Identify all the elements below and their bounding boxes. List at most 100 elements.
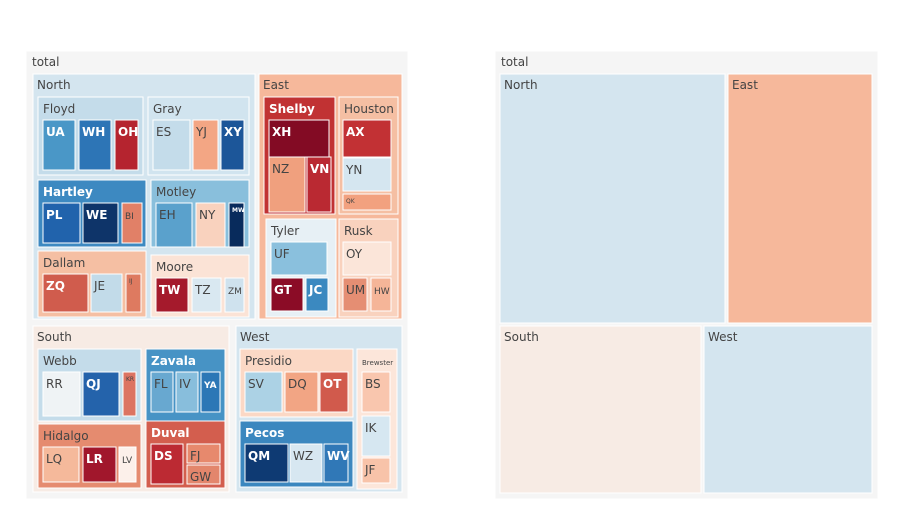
- cell-kr[interactable]: [122, 371, 137, 417]
- cell-uf[interactable]: [270, 241, 328, 276]
- county-label-houston: Houston: [344, 102, 394, 116]
- cell-ik[interactable]: [361, 415, 391, 457]
- cell-label-wv: WV: [327, 449, 350, 463]
- cell-xh[interactable]: [268, 119, 330, 158]
- cell-label-ax: AX: [346, 125, 365, 139]
- county-label-dallam: Dallam: [43, 256, 85, 270]
- treemap2-region-label-north: North: [504, 78, 538, 92]
- cell-label-qm: QM: [248, 449, 270, 463]
- cell-label-tw: TW: [159, 283, 180, 297]
- cell-label-wh: WH: [82, 125, 105, 139]
- cell-label-fj: FJ: [190, 449, 200, 463]
- cell-es[interactable]: [152, 119, 191, 171]
- cell-gt[interactable]: [270, 277, 304, 312]
- cell-tz[interactable]: [191, 277, 222, 313]
- cell-wh[interactable]: [78, 119, 112, 171]
- cell-label-xy: XY: [224, 125, 242, 139]
- cell-label-ua: UA: [46, 125, 65, 139]
- cell-label-xh: XH: [272, 125, 291, 139]
- county-label-gray: Gray: [153, 102, 182, 116]
- cell-bi[interactable]: [121, 202, 143, 244]
- cell-ua[interactable]: [42, 119, 76, 171]
- cell-label-zq: ZQ: [46, 279, 65, 293]
- cell-je[interactable]: [90, 273, 123, 313]
- cell-fj[interactable]: [186, 443, 221, 464]
- county-label-motley: Motley: [156, 185, 196, 199]
- cell-ny[interactable]: [195, 202, 226, 248]
- cell-dq[interactable]: [284, 371, 319, 413]
- cell-lv[interactable]: [118, 446, 137, 483]
- cell-label-ds: DS: [154, 449, 173, 463]
- cell-label-yj: YJ: [195, 125, 207, 139]
- cell-label-dq: DQ: [288, 377, 307, 391]
- cell-bs[interactable]: [361, 371, 391, 413]
- cell-oh[interactable]: [114, 119, 139, 171]
- cell-ya[interactable]: [200, 371, 221, 413]
- cell-label-lv: LV: [122, 456, 133, 466]
- cell-label-fl: FL: [154, 377, 168, 391]
- cell-wz[interactable]: [289, 443, 323, 483]
- cell-label-eh: EH: [159, 208, 176, 222]
- treemap2-region-north[interactable]: [499, 73, 726, 324]
- cell-jf[interactable]: [361, 457, 391, 484]
- region-label-south: South: [37, 330, 72, 344]
- cell-yj[interactable]: [192, 119, 219, 171]
- cell-label-rr: RR: [46, 377, 63, 391]
- treemap2-region-west[interactable]: [703, 325, 873, 494]
- treemap2-region-label-west: West: [708, 330, 738, 344]
- cell-zq[interactable]: [42, 273, 89, 313]
- cell-lq[interactable]: [42, 446, 80, 483]
- cell-label-vn: VN: [310, 162, 329, 176]
- cell-um[interactable]: [342, 277, 368, 312]
- cell-label-jf: JF: [364, 463, 376, 477]
- region-label-east: East: [263, 78, 289, 92]
- county-label-rusk: Rusk: [344, 224, 373, 238]
- cell-label-um: UM: [346, 283, 365, 297]
- cell-oy[interactable]: [342, 241, 392, 276]
- cell-gw[interactable]: [186, 464, 221, 485]
- region-label-north: North: [37, 78, 71, 92]
- county-label-pecos: Pecos: [245, 426, 284, 440]
- cell-label-bs: BS: [365, 377, 381, 391]
- cell-rr[interactable]: [42, 371, 81, 417]
- treemap2-region-east[interactable]: [727, 73, 873, 324]
- cell-xy[interactable]: [220, 119, 245, 171]
- cell-we[interactable]: [82, 202, 119, 244]
- cell-hw[interactable]: [370, 277, 392, 312]
- cell-label-wz: WZ: [293, 449, 313, 463]
- cell-qk[interactable]: [342, 193, 392, 211]
- region-label-west: West: [240, 330, 270, 344]
- cell-pl[interactable]: [42, 202, 81, 244]
- cell-mw[interactable]: [228, 202, 245, 248]
- cell-label-je: JE: [93, 279, 105, 293]
- cell-qj[interactable]: [82, 371, 120, 417]
- cell-ax[interactable]: [342, 119, 392, 158]
- county-label-floyd: Floyd: [43, 102, 75, 116]
- cell-tw[interactable]: [155, 277, 189, 313]
- cell-iv[interactable]: [175, 371, 199, 413]
- cell-lr[interactable]: [82, 446, 117, 483]
- cell-yn[interactable]: [342, 157, 392, 192]
- cell-label-iv: IV: [179, 377, 192, 391]
- cell-qm[interactable]: [244, 443, 289, 483]
- cell-eh[interactable]: [155, 202, 193, 248]
- cell-label-lq: LQ: [46, 452, 62, 466]
- cell-label-ij: IJ: [129, 278, 133, 285]
- cell-sv[interactable]: [244, 371, 283, 413]
- cell-wv[interactable]: [323, 443, 349, 483]
- cell-jc[interactable]: [305, 277, 329, 312]
- cell-nz[interactable]: [268, 156, 306, 213]
- cell-label-hw: HW: [374, 287, 390, 297]
- cell-ot[interactable]: [319, 371, 349, 413]
- cell-vn[interactable]: [306, 156, 332, 213]
- cell-label-kr: KR: [126, 376, 134, 383]
- treemap2-region-south[interactable]: [499, 325, 702, 494]
- treemap2-region-label-south: South: [504, 330, 539, 344]
- cell-ds[interactable]: [150, 443, 184, 485]
- cell-fl[interactable]: [150, 371, 174, 413]
- cell-label-uf: UF: [274, 247, 290, 261]
- cell-label-oy: OY: [346, 247, 363, 261]
- cell-ij[interactable]: [125, 273, 142, 313]
- cell-label-tz: TZ: [194, 283, 211, 297]
- cell-zm[interactable]: [224, 277, 245, 313]
